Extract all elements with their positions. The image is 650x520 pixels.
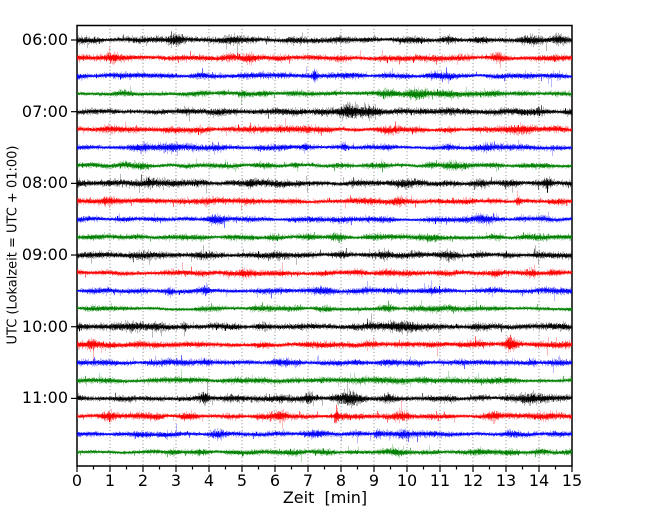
y-tick-label: 08:00 xyxy=(21,173,68,193)
y-tick-label: 06:00 xyxy=(21,30,68,49)
x-tick-label: 7 xyxy=(302,471,314,490)
x-tick-label: 10 xyxy=(396,471,418,490)
x-tick-label: 0 xyxy=(71,471,83,490)
x-tick-label: 15 xyxy=(561,471,583,490)
x-tick-label: 5 xyxy=(236,471,248,490)
x-tick-label: 11 xyxy=(429,471,451,490)
x-tick-label: 9 xyxy=(368,471,380,490)
x-tick-label: 12 xyxy=(462,471,484,490)
y-tick-label: 07:00 xyxy=(21,101,68,121)
y-tick-label: 11:00 xyxy=(21,388,68,408)
x-tick-label: 2 xyxy=(137,471,149,490)
x-tick-label: 14 xyxy=(528,471,550,490)
x-tick-label: 6 xyxy=(269,471,281,490)
x-tick-label: 8 xyxy=(335,471,347,490)
y-tick-label: 09:00 xyxy=(21,245,68,265)
x-tick-label: 4 xyxy=(203,471,215,490)
x-tick-label: 1 xyxy=(104,471,116,490)
y-tick-label: 10:00 xyxy=(21,316,68,336)
x-axis-label: Zeit [min] xyxy=(282,488,368,507)
x-tick-label: 3 xyxy=(170,471,182,490)
x-tick-label: 13 xyxy=(495,471,517,490)
